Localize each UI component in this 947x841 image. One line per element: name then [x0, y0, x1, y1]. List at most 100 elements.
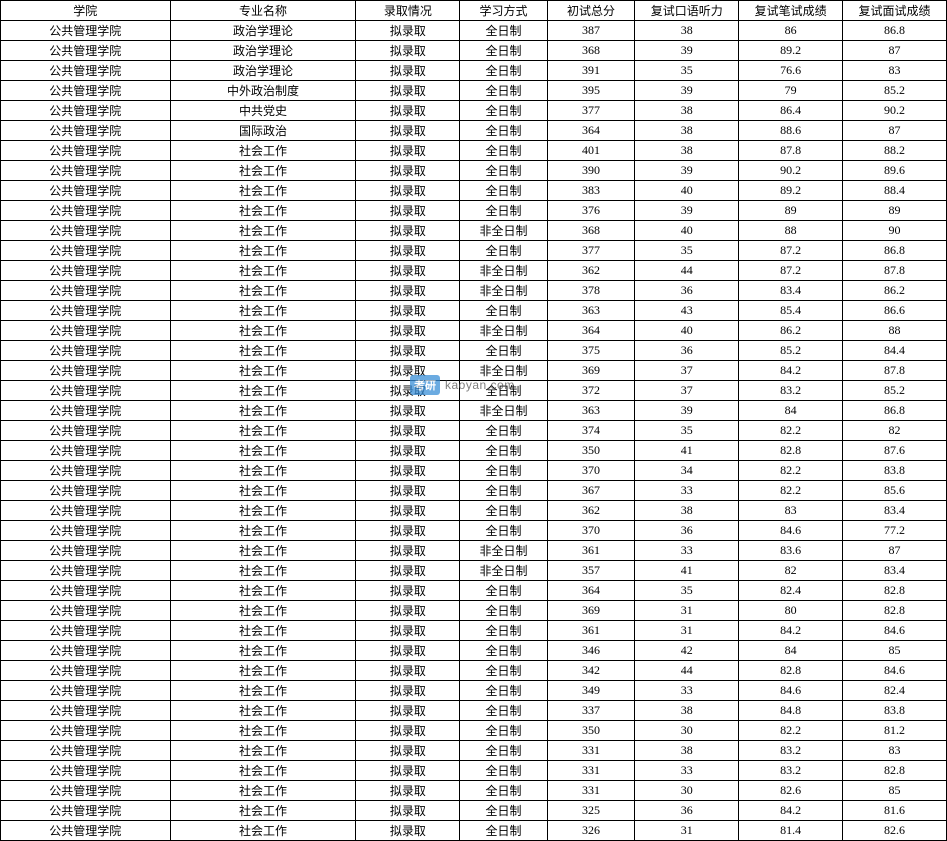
table-cell: 全日制: [460, 41, 547, 61]
table-cell: 拟录取: [356, 341, 460, 361]
table-cell: 社会工作: [170, 341, 356, 361]
table-cell: 公共管理学院: [1, 261, 171, 281]
table-cell: 公共管理学院: [1, 441, 171, 461]
table-cell: 83.8: [843, 701, 947, 721]
table-cell: 社会工作: [170, 401, 356, 421]
table-cell: 社会工作: [170, 161, 356, 181]
table-cell: 86.8: [843, 241, 947, 261]
table-cell: 84.2: [739, 621, 843, 641]
table-cell: 89.2: [739, 181, 843, 201]
table-row: 公共管理学院社会工作拟录取全日制3903990.289.6: [1, 161, 947, 181]
table-cell: 非全日制: [460, 281, 547, 301]
table-cell: 全日制: [460, 581, 547, 601]
table-cell: 全日制: [460, 461, 547, 481]
table-cell: 公共管理学院: [1, 181, 171, 201]
table-cell: 350: [547, 721, 634, 741]
table-cell: 中外政治制度: [170, 81, 356, 101]
table-cell: 337: [547, 701, 634, 721]
table-cell: 88.4: [843, 181, 947, 201]
table-cell: 全日制: [460, 101, 547, 121]
table-cell: 拟录取: [356, 181, 460, 201]
table-cell: 公共管理学院: [1, 521, 171, 541]
table-cell: 33: [635, 761, 739, 781]
table-cell: 33: [635, 481, 739, 501]
table-cell: 88: [843, 321, 947, 341]
table-cell: 82.8: [739, 441, 843, 461]
table-cell: 非全日制: [460, 401, 547, 421]
table-row: 公共管理学院社会工作拟录取全日制3834089.288.4: [1, 181, 947, 201]
table-cell: 社会工作: [170, 601, 356, 621]
table-cell: 全日制: [460, 81, 547, 101]
table-cell: 公共管理学院: [1, 101, 171, 121]
table-cell: 37: [635, 381, 739, 401]
table-row: 公共管理学院社会工作拟录取全日制369318082.8: [1, 601, 947, 621]
table-cell: 公共管理学院: [1, 461, 171, 481]
table-row: 公共管理学院社会工作拟录取全日制3753685.284.4: [1, 341, 947, 361]
table-cell: 86.8: [843, 401, 947, 421]
table-cell: 社会工作: [170, 221, 356, 241]
table-cell: 87.8: [843, 361, 947, 381]
table-cell: 全日制: [460, 21, 547, 41]
table-cell: 331: [547, 761, 634, 781]
table-cell: 87: [843, 121, 947, 141]
table-cell: 364: [547, 321, 634, 341]
table-cell: 363: [547, 401, 634, 421]
table-cell: 83.6: [739, 541, 843, 561]
table-row: 公共管理学院社会工作拟录取全日制3773587.286.8: [1, 241, 947, 261]
table-cell: 拟录取: [356, 81, 460, 101]
table-cell: 公共管理学院: [1, 161, 171, 181]
table-cell: 全日制: [460, 781, 547, 801]
table-cell: 公共管理学院: [1, 661, 171, 681]
table-row: 公共管理学院社会工作拟录取全日制3723783.285.2: [1, 381, 947, 401]
table-cell: 全日制: [460, 301, 547, 321]
table-cell: 社会工作: [170, 581, 356, 601]
table-cell: 全日制: [460, 721, 547, 741]
table-cell: 社会工作: [170, 721, 356, 741]
table-cell: 30: [635, 781, 739, 801]
table-cell: 84.6: [739, 681, 843, 701]
table-cell: 社会工作: [170, 421, 356, 441]
table-cell: 拟录取: [356, 561, 460, 581]
table-cell: 87: [843, 41, 947, 61]
table-cell: 84.6: [843, 661, 947, 681]
table-row: 公共管理学院社会工作拟录取非全日制3693784.287.8: [1, 361, 947, 381]
table-cell: 84.6: [739, 521, 843, 541]
table-cell: 89: [739, 201, 843, 221]
table-cell: 39: [635, 81, 739, 101]
table-cell: 82.4: [843, 681, 947, 701]
table-row: 公共管理学院社会工作拟录取全日制346428485: [1, 641, 947, 661]
table-cell: 拟录取: [356, 621, 460, 641]
table-row: 公共管理学院社会工作拟录取非全日制368408890: [1, 221, 947, 241]
table-cell: 全日制: [460, 601, 547, 621]
table-cell: 公共管理学院: [1, 581, 171, 601]
table-cell: 非全日制: [460, 561, 547, 581]
table-cell: 370: [547, 521, 634, 541]
table-cell: 87: [843, 541, 947, 561]
table-cell: 拟录取: [356, 381, 460, 401]
table-cell: 364: [547, 121, 634, 141]
table-cell: 82.8: [843, 601, 947, 621]
table-cell: 拟录取: [356, 761, 460, 781]
table-cell: 370: [547, 461, 634, 481]
table-cell: 社会工作: [170, 461, 356, 481]
table-cell: 非全日制: [460, 221, 547, 241]
table-cell: 85.6: [843, 481, 947, 501]
table-cell: 全日制: [460, 821, 547, 841]
table-header-cell: 复试面试成绩: [843, 1, 947, 21]
table-cell: 社会工作: [170, 361, 356, 381]
table-cell: 非全日制: [460, 261, 547, 281]
table-cell: 政治学理论: [170, 21, 356, 41]
table-cell: 30: [635, 721, 739, 741]
table-header-cell: 复试笔试成绩: [739, 1, 843, 21]
table-cell: 社会工作: [170, 141, 356, 161]
table-cell: 公共管理学院: [1, 681, 171, 701]
table-cell: 390: [547, 161, 634, 181]
table-cell: 拟录取: [356, 141, 460, 161]
table-cell: 全日制: [460, 181, 547, 201]
table-cell: 公共管理学院: [1, 601, 171, 621]
table-cell: 87.2: [739, 241, 843, 261]
table-cell: 社会工作: [170, 321, 356, 341]
table-cell: 31: [635, 601, 739, 621]
table-row: 公共管理学院社会工作拟录取全日制362388383.4: [1, 501, 947, 521]
table-cell: 82: [739, 561, 843, 581]
